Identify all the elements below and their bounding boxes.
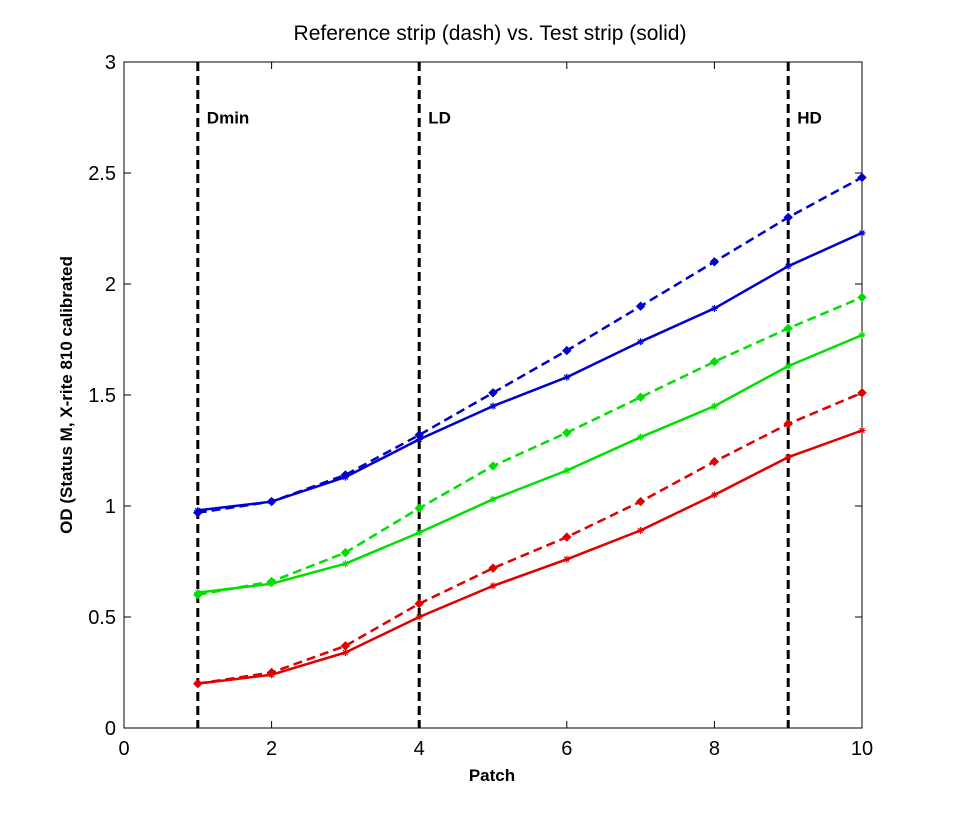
data-point	[709, 456, 720, 467]
data-point	[194, 506, 202, 514]
chart-title: Reference strip (dash) vs. Test strip (s…	[294, 22, 687, 45]
data-point	[562, 532, 572, 542]
data-point	[857, 292, 867, 303]
data-point	[637, 433, 645, 441]
data-point	[857, 172, 867, 183]
x-tick-label: 4	[414, 738, 425, 760]
data-point	[415, 529, 423, 537]
data-point	[415, 613, 423, 621]
data-point	[194, 589, 202, 597]
series-line	[197, 231, 863, 512]
data-point	[488, 461, 498, 471]
vline-label: LD	[428, 109, 451, 128]
data-point	[341, 649, 349, 657]
series-line	[197, 296, 863, 597]
data-point	[710, 402, 718, 410]
data-point	[562, 428, 572, 438]
data-point	[268, 498, 276, 506]
series-line	[197, 429, 863, 685]
data-point	[783, 419, 793, 429]
data-point	[488, 563, 498, 573]
data-point	[784, 453, 792, 461]
vline-label: Dmin	[207, 109, 250, 128]
series-line	[197, 391, 863, 685]
data-point	[784, 362, 792, 370]
data-point	[784, 262, 792, 270]
y-tick-label: 2	[105, 274, 116, 296]
series-line	[197, 333, 863, 594]
data-point	[341, 560, 349, 568]
data-point	[637, 526, 645, 534]
data-point	[563, 373, 571, 381]
data-point	[858, 331, 866, 339]
x-tick-label: 2	[266, 738, 277, 760]
y-tick-label: 3	[105, 52, 116, 74]
data-point	[489, 582, 497, 590]
data-point	[268, 671, 276, 679]
data-point	[635, 301, 646, 311]
data-point	[489, 495, 497, 503]
data-point	[414, 598, 424, 609]
y-axis-label: OD (Status M, X-rite 810 calibrated	[57, 256, 76, 534]
y-tick-label: 1.5	[88, 385, 116, 407]
vline-label: HD	[797, 109, 822, 128]
data-point	[268, 580, 276, 588]
plot-area: 0 2 4 6 8 10 0 0.5 1 1.5 2 2.5 3 Dmin LD HD	[88, 52, 873, 760]
data-point	[637, 338, 645, 346]
data-point	[341, 473, 349, 481]
y-tick-label: 1	[105, 496, 116, 518]
data-point	[783, 323, 793, 334]
data-point	[562, 345, 572, 356]
x-tick-label: 0	[118, 738, 129, 760]
data-point	[635, 392, 646, 402]
data-point	[710, 491, 718, 499]
data-point	[710, 304, 718, 312]
data-point	[194, 680, 202, 688]
y-tick-label: 2.5	[88, 163, 116, 185]
data-point	[489, 402, 497, 410]
data-point	[488, 388, 498, 398]
data-point	[415, 435, 423, 443]
data-point	[563, 555, 571, 563]
data-point	[414, 503, 424, 513]
x-tick-label: 10	[851, 738, 873, 760]
data-point	[858, 427, 866, 435]
x-tick-label: 8	[709, 738, 720, 760]
series-line	[197, 176, 863, 514]
data-point	[709, 257, 720, 267]
data-point	[635, 496, 646, 507]
data-point	[709, 356, 720, 367]
data-point	[563, 466, 571, 474]
data-point	[857, 388, 867, 398]
data-point	[783, 212, 793, 223]
data-point	[340, 547, 351, 558]
y-tick-label: 0	[105, 718, 116, 740]
y-tick-label: 0.5	[88, 607, 116, 629]
data-point	[858, 229, 866, 237]
x-axis-label: Patch	[469, 766, 515, 785]
x-tick-label: 6	[561, 738, 572, 760]
